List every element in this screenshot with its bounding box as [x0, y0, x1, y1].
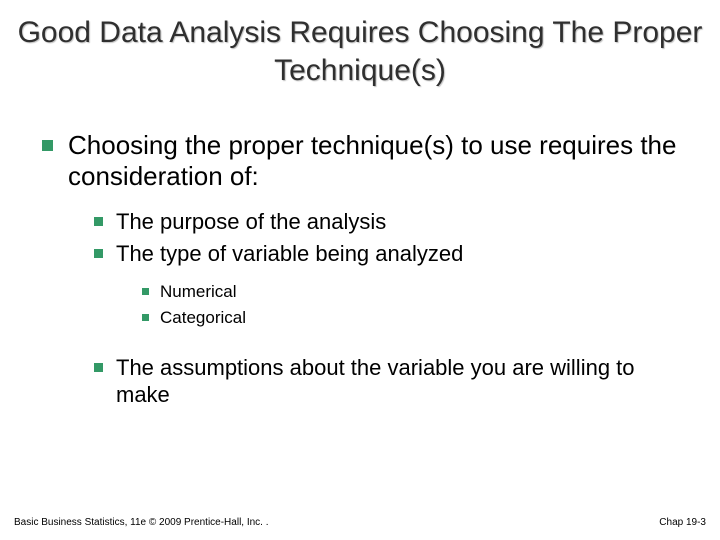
- list-item: Choosing the proper technique(s) to use …: [38, 130, 690, 409]
- list-item: Categorical: [138, 307, 690, 329]
- bullet-list-lvl3: Numerical Categorical: [116, 281, 690, 329]
- bullet-list-lvl1: Choosing the proper technique(s) to use …: [38, 130, 690, 409]
- list-item: The assumptions about the variable you a…: [90, 354, 690, 409]
- list-item: The type of variable being analyzed Nume…: [90, 240, 690, 330]
- slide-title: Good Data Analysis Requires Choosing The…: [0, 0, 720, 89]
- list-item-text: The purpose of the analysis: [116, 209, 386, 234]
- footer-right: Chap 19-3: [659, 517, 706, 528]
- list-item-text: Categorical: [160, 308, 246, 327]
- slide: Good Data Analysis Requires Choosing The…: [0, 0, 720, 540]
- list-item-text: The assumptions about the variable you a…: [116, 355, 635, 408]
- list-item: The purpose of the analysis: [90, 208, 690, 236]
- footer-left: Basic Business Statistics, 11e © 2009 Pr…: [14, 517, 269, 528]
- list-item-text: Numerical: [160, 282, 237, 301]
- slide-content: Choosing the proper technique(s) to use …: [38, 130, 690, 427]
- bullet-list-lvl2: The purpose of the analysis The type of …: [68, 208, 690, 408]
- list-item-text: The type of variable being analyzed: [116, 241, 463, 266]
- list-item-text: Choosing the proper technique(s) to use …: [68, 130, 676, 191]
- list-item: Numerical: [138, 281, 690, 303]
